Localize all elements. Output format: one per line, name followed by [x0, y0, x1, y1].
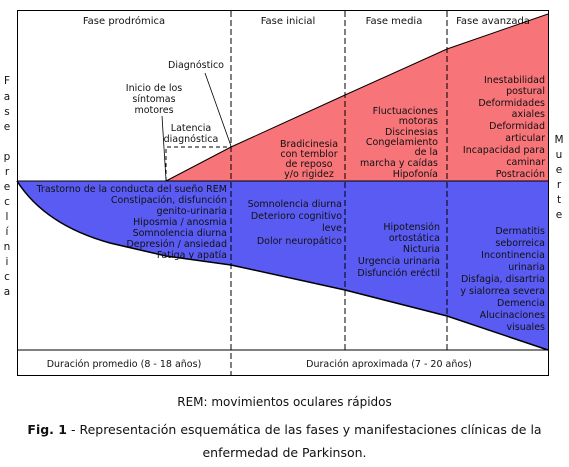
latency-marker	[165, 146, 231, 181]
svg-text:motoras: motoras	[399, 116, 438, 127]
svg-text:e: e	[556, 209, 562, 221]
figure-caption: Fig. 1 - Representación esquemática de l…	[0, 418, 569, 464]
svg-text:Deterioro cognitivo: Deterioro cognitivo	[251, 211, 342, 222]
motor-symptoms-advanced: Inestabilidad postural Deformidades axia…	[463, 75, 545, 180]
nonmotor-symptoms-initial: Somnolencia diurna Deterioro cognitivo l…	[248, 199, 343, 247]
duration-clinical: Duración aproximada (7 - 20 años)	[306, 359, 472, 370]
svg-text:F: F	[4, 75, 10, 87]
svg-text:Latencia: Latencia	[171, 123, 211, 134]
svg-text:Fluctuaciones: Fluctuaciones	[373, 106, 438, 117]
svg-text:síntomas: síntomas	[132, 94, 175, 105]
caption-abbreviation: REM: movimientos oculares rápidos	[177, 395, 392, 409]
svg-text:í: í	[6, 226, 10, 238]
svg-text:r: r	[5, 166, 10, 178]
motor-symptoms-middle: Fluctuaciones motoras Discinesias Congel…	[360, 106, 438, 180]
duration-prodromal: Duración promedio (8 - 18 años)	[47, 359, 202, 370]
svg-text:l: l	[6, 211, 9, 223]
svg-text:Somnolencia diurna: Somnolencia diurna	[133, 228, 227, 239]
svg-text:postural: postural	[506, 86, 545, 97]
svg-text:Demencia: Demencia	[497, 298, 545, 309]
motor-symptoms-area	[166, 14, 548, 181]
svg-text:Disfunción eréctil: Disfunción eréctil	[357, 268, 440, 279]
annotation-latencia: Latencia diagnóstica	[164, 123, 219, 145]
svg-text:Disfagia, disartria: Disfagia, disartria	[461, 274, 545, 285]
svg-text:de la: de la	[415, 147, 438, 158]
nonmotor-symptoms-middle: Hipotensión ortostática Nicturia Urgenci…	[357, 222, 440, 279]
svg-text:Bradicinesia: Bradicinesia	[280, 139, 338, 150]
svg-text:Alucinaciones: Alucinaciones	[480, 310, 545, 321]
svg-text:seborreica: seborreica	[495, 238, 545, 249]
svg-text:leve: leve	[322, 223, 342, 234]
svg-text:Dermatitis: Dermatitis	[495, 226, 545, 237]
svg-text:Nicturia: Nicturia	[403, 244, 440, 255]
svg-text:e: e	[4, 181, 10, 193]
svg-text:Urgencia urinaria: Urgencia urinaria	[358, 256, 440, 267]
svg-text:motores: motores	[134, 105, 173, 116]
svg-text:visuales: visuales	[507, 322, 546, 333]
svg-text:r: r	[557, 179, 562, 191]
svg-text:s: s	[4, 106, 9, 118]
svg-text:Fatiga y apatía: Fatiga y apatía	[157, 250, 227, 261]
svg-text:a: a	[4, 91, 10, 103]
svg-text:axiales: axiales	[512, 109, 545, 120]
nonmotor-symptoms-prodromal: Trastorno de la conducta del sueño REM C…	[36, 184, 228, 261]
svg-text:c: c	[4, 196, 10, 208]
svg-text:n: n	[4, 241, 11, 253]
svg-text:e: e	[4, 121, 10, 133]
svg-text:de reposo: de reposo	[285, 159, 332, 170]
svg-text:Somnolencia diurna: Somnolencia diurna	[248, 199, 342, 210]
svg-text:marcha y caídas: marcha y caídas	[360, 158, 438, 169]
svg-text:Incapacidad para: Incapacidad para	[463, 145, 545, 156]
svg-text:Trastorno de la conducta del s: Trastorno de la conducta del sueño REM	[36, 184, 228, 195]
motor-symptoms-initial: Bradicinesia con temblor de reposo y/o r…	[280, 139, 338, 180]
pointer-diagnostico	[204, 72, 232, 147]
svg-text:Depresión / ansiedad: Depresión / ansiedad	[126, 239, 227, 250]
svg-text:c: c	[4, 271, 10, 283]
svg-text:con temblor: con temblor	[280, 149, 337, 160]
annotation-inicio: Inicio de los síntomas motores	[126, 83, 183, 116]
svg-text:u: u	[556, 149, 563, 161]
svg-text:articular: articular	[505, 133, 545, 144]
pointer-inicio	[161, 115, 167, 181]
svg-text:Inestabilidad: Inestabilidad	[484, 75, 545, 86]
svg-text:Dolor neuropático: Dolor neuropático	[257, 236, 342, 247]
phase-initial-label: Fase inicial	[261, 16, 316, 27]
svg-text:Constipación, disfunción: Constipación, disfunción	[111, 195, 227, 206]
svg-text:Hipofonía: Hipofonía	[393, 169, 438, 180]
svg-text:Deformidad: Deformidad	[489, 121, 545, 132]
annotation-diagnostico: Diagnóstico	[168, 60, 224, 71]
svg-text:i: i	[6, 256, 9, 268]
svg-text:y/o rigidez: y/o rigidez	[284, 169, 334, 180]
left-vertical-label: F a s e p r e c l í n i c a	[4, 75, 11, 298]
svg-text:Discinesias: Discinesias	[385, 127, 438, 138]
right-vertical-label: M u e r t e	[554, 134, 563, 221]
figure-caption-label: Fig. 1	[27, 422, 67, 437]
svg-text:p: p	[4, 151, 11, 163]
phase-middle-label: Fase media	[366, 16, 423, 27]
svg-text:Deformidades: Deformidades	[478, 98, 545, 109]
svg-text:urinaria: urinaria	[508, 262, 545, 273]
svg-text:diagnóstica: diagnóstica	[164, 134, 219, 145]
svg-text:Hiposmia / anosmia: Hiposmia / anosmia	[133, 217, 227, 228]
svg-text:t: t	[557, 194, 561, 206]
svg-text:Postración: Postración	[496, 169, 545, 180]
svg-text:Congelamiento: Congelamiento	[366, 137, 438, 148]
svg-text:caminar: caminar	[506, 157, 545, 168]
svg-text:e: e	[556, 164, 562, 176]
svg-text:Incontinencia: Incontinencia	[481, 250, 545, 261]
svg-text:genito-urinaria: genito-urinaria	[157, 206, 227, 217]
svg-text:M: M	[554, 134, 563, 146]
svg-text:Hipotensión: Hipotensión	[383, 222, 440, 233]
svg-text:Inicio de los: Inicio de los	[126, 83, 183, 94]
svg-text:y sialorrea severa: y sialorrea severa	[460, 286, 545, 297]
diagram-frame	[17, 10, 549, 376]
svg-text:ortostática: ortostática	[389, 233, 440, 244]
phase-prodromal-label: Fase prodrómica	[83, 15, 165, 27]
phase-advanced-label: Fase avanzada	[456, 16, 530, 27]
figure-caption-text: - Representación esquemática de las fase…	[66, 422, 542, 460]
svg-text:a: a	[4, 286, 10, 298]
nonmotor-symptoms-advanced: Dermatitis seborreica Incontinencia urin…	[460, 226, 545, 333]
parkinson-phases-diagram: Fase prodrómica Fase inicial Fase media …	[4, 10, 564, 376]
